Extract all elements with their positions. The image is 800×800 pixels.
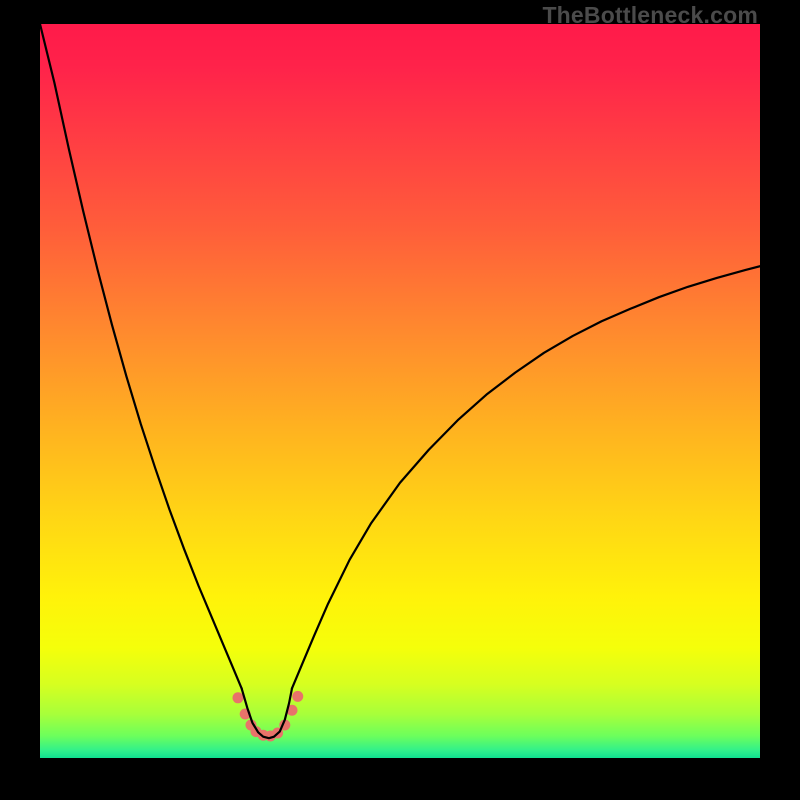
plot-area bbox=[40, 24, 760, 758]
dip-marker bbox=[233, 692, 244, 703]
left-curve bbox=[40, 24, 242, 688]
dip-curve bbox=[242, 688, 292, 738]
dip-marker bbox=[292, 691, 303, 702]
right-curve bbox=[292, 266, 760, 688]
watermark-text: TheBottleneck.com bbox=[542, 2, 758, 29]
bottleneck-chart bbox=[40, 24, 760, 758]
